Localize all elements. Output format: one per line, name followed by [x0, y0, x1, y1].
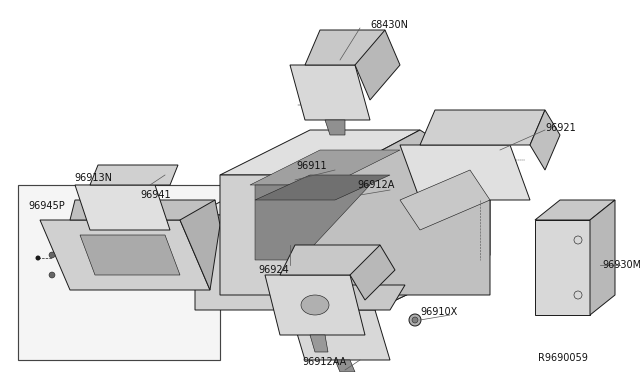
Text: 96912AA: 96912AA: [302, 357, 346, 367]
Ellipse shape: [301, 295, 329, 315]
Polygon shape: [350, 245, 395, 300]
Text: 96911: 96911: [296, 161, 326, 171]
Text: 96921: 96921: [545, 123, 576, 133]
Text: 96930M: 96930M: [602, 260, 640, 270]
Text: 96941: 96941: [140, 190, 171, 200]
Polygon shape: [335, 360, 355, 372]
Polygon shape: [355, 30, 400, 100]
Polygon shape: [530, 110, 560, 170]
Polygon shape: [290, 65, 370, 120]
Polygon shape: [280, 255, 490, 310]
Polygon shape: [70, 200, 215, 220]
Polygon shape: [535, 220, 590, 315]
Text: 96945P: 96945P: [28, 201, 65, 211]
Polygon shape: [305, 285, 405, 310]
Polygon shape: [325, 120, 345, 135]
Polygon shape: [220, 130, 420, 175]
Polygon shape: [195, 155, 490, 215]
Polygon shape: [305, 30, 385, 65]
Polygon shape: [255, 185, 370, 260]
Polygon shape: [400, 145, 530, 200]
Text: 96912A: 96912A: [357, 180, 394, 190]
Polygon shape: [310, 335, 328, 352]
Polygon shape: [230, 210, 350, 250]
Polygon shape: [280, 245, 380, 275]
Polygon shape: [75, 185, 170, 230]
Circle shape: [49, 272, 55, 278]
Polygon shape: [400, 170, 490, 230]
Polygon shape: [255, 175, 390, 200]
Text: R9690059: R9690059: [538, 353, 588, 363]
Text: 68430N: 68430N: [370, 20, 408, 30]
Circle shape: [49, 252, 55, 258]
Text: 96910X: 96910X: [420, 307, 457, 317]
Polygon shape: [250, 150, 400, 185]
Polygon shape: [90, 165, 178, 185]
Polygon shape: [220, 170, 430, 210]
Text: 96924: 96924: [258, 265, 289, 275]
Polygon shape: [180, 200, 220, 290]
Circle shape: [412, 317, 418, 323]
Polygon shape: [40, 220, 210, 290]
Polygon shape: [420, 110, 545, 145]
Polygon shape: [280, 130, 490, 295]
Polygon shape: [195, 215, 375, 310]
Polygon shape: [290, 310, 390, 360]
Circle shape: [409, 314, 421, 326]
Polygon shape: [535, 200, 615, 220]
Polygon shape: [220, 175, 335, 295]
Polygon shape: [18, 185, 220, 360]
Polygon shape: [590, 200, 615, 315]
Polygon shape: [265, 275, 365, 335]
Circle shape: [35, 256, 40, 260]
Text: 96913N: 96913N: [74, 173, 112, 183]
Polygon shape: [80, 235, 180, 275]
Polygon shape: [375, 155, 490, 310]
